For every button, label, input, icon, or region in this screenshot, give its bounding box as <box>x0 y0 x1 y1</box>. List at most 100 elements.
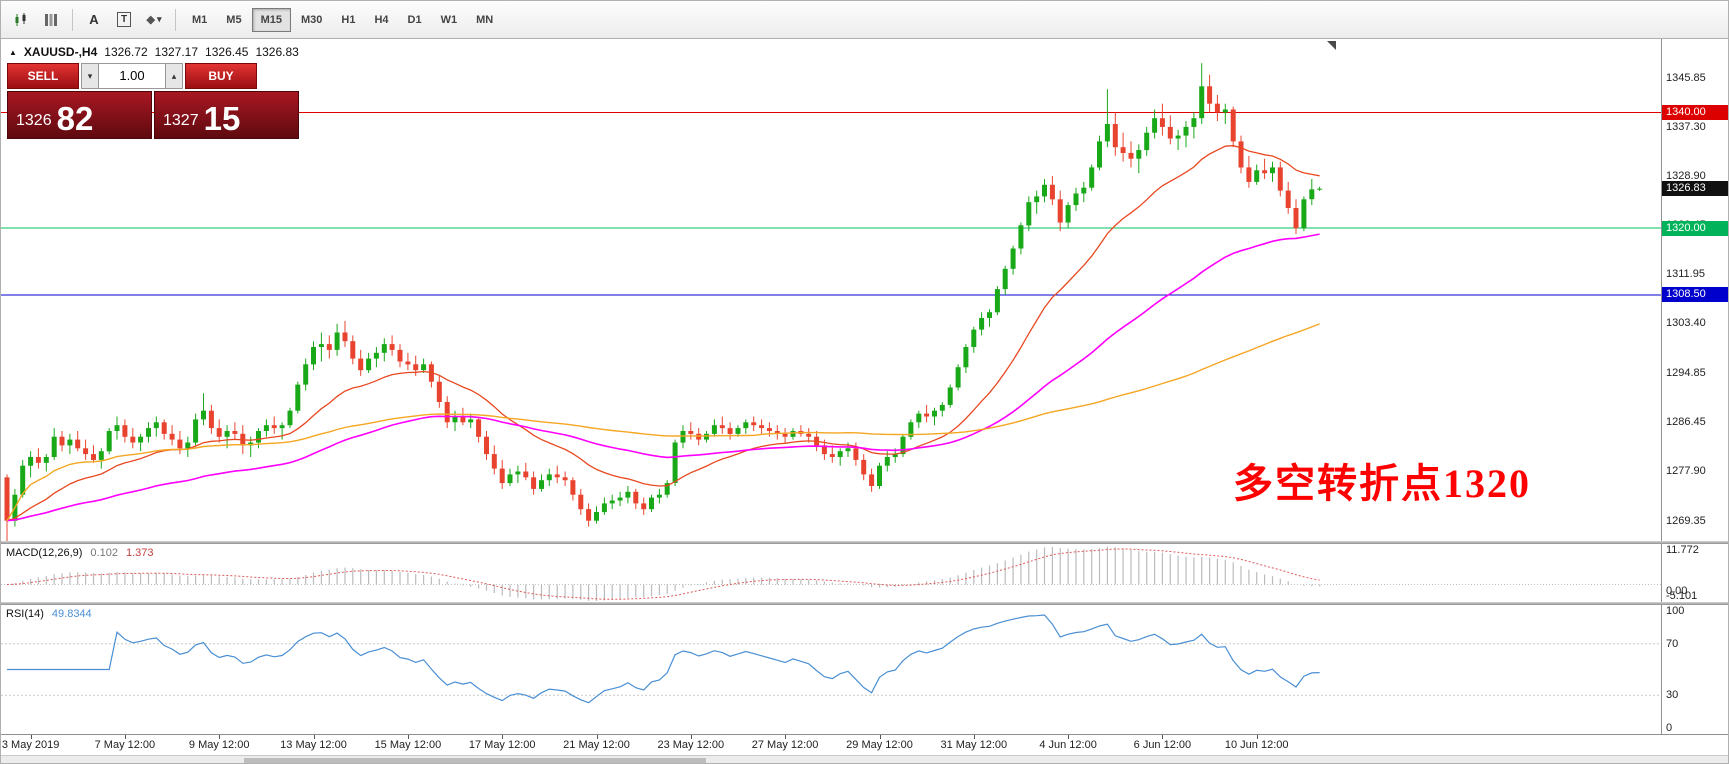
volume-input[interactable]: 1.00 <box>99 63 165 89</box>
timeframe-button-W1[interactable]: W1 <box>432 8 467 32</box>
one-click-trade-panel: SELL ▾ 1.00 ▴ BUY 1326 82 1327 15 <box>7 63 299 139</box>
shapes-tool-button[interactable]: ◆ ▾ <box>140 7 168 33</box>
rsi-value: 49.8344 <box>51 608 92 620</box>
ohlc-close: 1326.83 <box>255 45 299 59</box>
time-axis-label: 10 Jun 12:00 <box>1224 739 1289 751</box>
time-axis-label: 21 May 12:00 <box>563 739 630 751</box>
time-axis-tick <box>596 735 598 739</box>
time-axis-label: 9 May 12:00 <box>188 739 250 751</box>
timeframe-button-M5[interactable]: M5 <box>217 8 250 32</box>
toolbar-separator <box>72 8 73 31</box>
ohlc-open: 1326.72 <box>104 45 148 59</box>
time-axis-label: 15 May 12:00 <box>374 739 442 751</box>
time-axis-tick <box>502 735 504 739</box>
ohlc-high: 1327.17 <box>154 45 199 59</box>
timeframe-button-MN[interactable]: MN <box>467 8 502 32</box>
text-tool-icon: T <box>116 12 132 27</box>
symbol-header: ▲ XAUUSD-,H4 1326.72 1327.17 1326.45 132… <box>9 45 299 59</box>
candlestick-chart-button[interactable] <box>7 7 35 33</box>
buy-button[interactable]: BUY <box>185 63 257 89</box>
bid-big-digits: 82 <box>56 100 94 137</box>
symbol-marker-icon: ▲ <box>9 47 17 57</box>
macd-name: MACD(12,26,9) <box>6 547 83 559</box>
chart-annotation-text: 多空转折点1320 <box>1233 461 1531 506</box>
dropdown-caret-icon: ▾ <box>156 14 162 24</box>
rsi-axis-label: 30 <box>1666 689 1679 702</box>
rsi-indicator-label: RSI(14) 49.8344 <box>6 608 92 620</box>
time-axis-label: 3 May 2019 <box>1 739 60 751</box>
shapes-tool-icon: ◆ <box>146 14 155 26</box>
ask-big-digits: 15 <box>203 100 241 137</box>
price-axis[interactable] <box>1661 39 1728 755</box>
price-axis-label: 1337.30 <box>1666 121 1706 133</box>
time-axis-tick <box>1256 735 1258 739</box>
bid-main-digits: 1326 <box>16 112 52 129</box>
rsi-name: RSI(14) <box>6 608 44 620</box>
time-axis-tick <box>30 735 32 739</box>
grid-profile-button[interactable] <box>37 7 65 33</box>
time-axis-tick <box>407 735 409 739</box>
time-axis-tick <box>1162 735 1164 739</box>
volume-down-button[interactable]: ▾ <box>81 63 99 89</box>
sell-button[interactable]: SELL <box>7 63 79 89</box>
symbol-name: XAUUSD-,H4 <box>23 45 98 59</box>
time-axis-label: 23 May 12:00 <box>657 739 725 751</box>
timeframe-button-M1[interactable]: M1 <box>183 8 216 32</box>
volume-stepper: ▾ 1.00 ▴ <box>81 63 183 89</box>
time-axis-label: 29 May 12:00 <box>846 739 913 751</box>
font-tool-button[interactable]: A <box>80 7 108 33</box>
time-axis-label: 17 May 12:00 <box>468 739 536 751</box>
timeframe-button-D1[interactable]: D1 <box>399 8 431 32</box>
font-tool-icon: A <box>89 12 99 27</box>
time-axis-tick <box>219 735 221 739</box>
price-axis-label: 1294.85 <box>1666 366 1706 379</box>
bid-quote[interactable]: 1326 82 <box>7 91 152 139</box>
grid-profile-icon <box>45 13 57 26</box>
candlestick-chart-icon <box>15 12 26 26</box>
text-tool-button[interactable]: T <box>110 7 138 33</box>
time-axis-label: 4 Jun 12:00 <box>1039 739 1097 751</box>
price-marker-badge: 1326.83 <box>1662 181 1728 197</box>
timeframe-group: M1 M5 M15 M30 H1 H4 D1 W1 MN <box>183 7 502 32</box>
price-axis-label: 1277.90 <box>1666 465 1706 478</box>
time-axis-tick <box>313 735 315 739</box>
price-axis-label: 1303.40 <box>1666 317 1706 330</box>
chart-shift-marker-icon[interactable] <box>1327 41 1336 50</box>
ask-quote[interactable]: 1327 15 <box>154 91 299 139</box>
time-axis[interactable]: 3 May 2019 7 May 12:00 9 May 12:00 13 May 1… <box>1 734 1728 755</box>
macd-axis-label: -5.101 <box>1666 590 1698 602</box>
timeframe-button-M15[interactable]: M15 <box>251 7 291 32</box>
macd-signal-value: 1.373 <box>125 547 154 559</box>
time-axis-label: 6 Jun 12:00 <box>1133 739 1192 751</box>
pane-separator[interactable] <box>1 602 1728 605</box>
timeframe-button-H4[interactable]: H4 <box>365 8 397 32</box>
macd-indicator-label: MACD(12,26,9) 0.102 1.373 <box>6 547 153 559</box>
time-axis-tick <box>690 735 692 739</box>
macd-axis-label: 11.772 <box>1666 544 1699 556</box>
rsi-axis-label: 70 <box>1666 637 1679 650</box>
ask-main-digits: 1327 <box>163 112 199 129</box>
volume-up-button[interactable]: ▴ <box>165 63 183 89</box>
chart-canvas[interactable] <box>1 39 1661 755</box>
toolbar: A T ◆ ▾ M1 M5 M15 M30 H1 H4 D1 W1 MN <box>1 1 1728 39</box>
ohlc-low: 1326.45 <box>205 45 249 59</box>
time-axis-label: 31 May 12:00 <box>940 739 1008 751</box>
price-marker-badge: 1308.50 <box>1662 287 1728 303</box>
time-axis-tick <box>973 735 975 739</box>
price-axis-label: 1328.90 <box>1666 169 1706 182</box>
horizontal-scrollbar-handle[interactable] <box>244 758 706 763</box>
rsi-axis-label: 100 <box>1666 605 1685 617</box>
rsi-axis-label: 0 <box>1666 722 1673 734</box>
time-axis-tick <box>785 735 787 739</box>
timeframe-button-M30[interactable]: M30 <box>292 8 331 32</box>
price-marker-badge: 1340.00 <box>1662 104 1728 120</box>
time-axis-label: 13 May 12:00 <box>280 739 347 751</box>
timeframe-button-H1[interactable]: H1 <box>332 8 364 32</box>
pane-separator[interactable] <box>1 541 1728 544</box>
price-marker-badge: 1320.00 <box>1662 220 1728 236</box>
toolbar-separator <box>175 8 176 31</box>
macd-main-value: 0.102 <box>90 547 118 559</box>
horizontal-scrollbar[interactable] <box>1 755 1728 763</box>
time-axis-tick <box>124 735 126 739</box>
